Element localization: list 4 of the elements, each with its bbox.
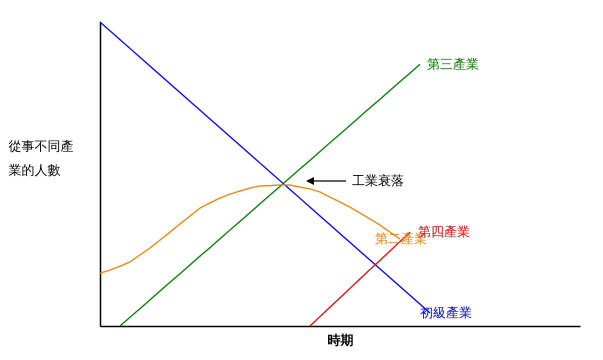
series-label: 第三產業 <box>427 57 479 72</box>
x-axis-title: 時期 <box>328 334 354 348</box>
annotation: 工業衰落 <box>352 173 404 190</box>
y-axis-title: 從事不同產業的人數 <box>8 140 74 178</box>
